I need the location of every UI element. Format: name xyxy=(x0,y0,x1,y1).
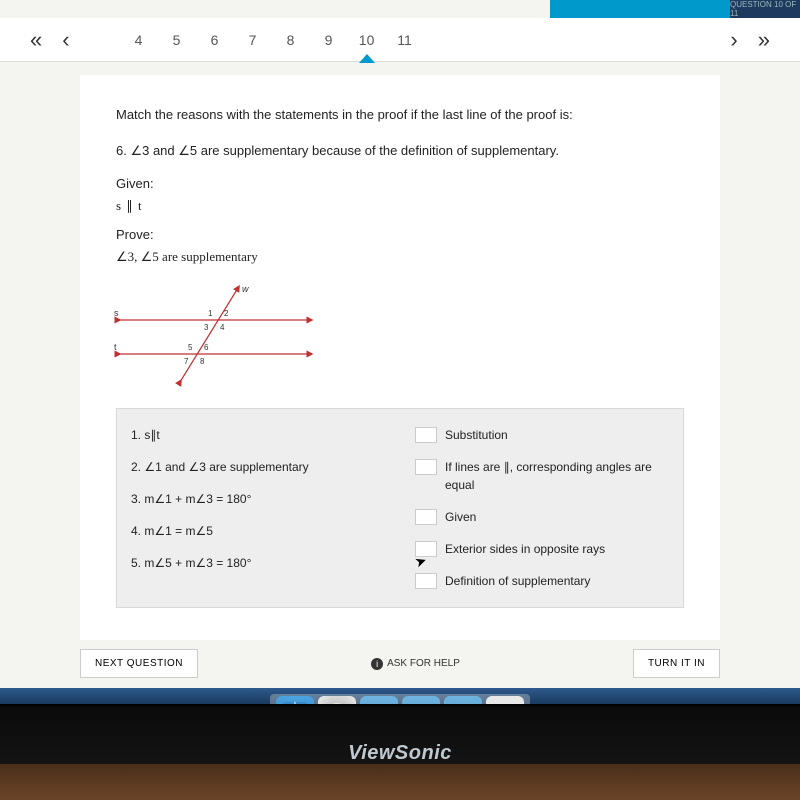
proof-statement: 1. s∥t xyxy=(131,419,385,451)
svg-text:w: w xyxy=(242,284,249,294)
pager-number[interactable]: 7 xyxy=(234,32,272,48)
reason-label[interactable]: If lines are ∥, corresponding angles are… xyxy=(445,458,669,494)
pager-number[interactable]: 10 xyxy=(348,32,386,48)
ask-for-help-link[interactable]: i ASK FOR HELP xyxy=(198,658,633,670)
svg-text:4: 4 xyxy=(220,323,225,332)
statements-column: 1. s∥t2. ∠1 and ∠3 are supplementary3. m… xyxy=(131,419,385,597)
top-bar-cyan xyxy=(550,0,730,18)
svg-text:3: 3 xyxy=(204,323,209,332)
reason-label[interactable]: Definition of supplementary xyxy=(445,572,590,590)
prove-label: Prove: xyxy=(116,225,684,245)
svg-text:s: s xyxy=(114,308,119,318)
question-counter: QUESTION 10 OF 11 xyxy=(730,0,800,18)
svg-text:2: 2 xyxy=(224,309,229,318)
desk-surface xyxy=(0,764,800,800)
pager-next-icon[interactable]: › xyxy=(720,27,747,53)
svg-text:7: 7 xyxy=(184,357,189,366)
proof-statement: 3. m∠1 + m∠3 = 180° xyxy=(131,483,385,515)
screen: QUESTION 10 OF 11 « ‹ 4567891011 › » Mat… xyxy=(0,0,800,690)
next-question-button[interactable]: NEXT QUESTION xyxy=(80,649,198,678)
pager-last-icon[interactable]: » xyxy=(748,27,780,53)
reason-label[interactable]: Exterior sides in opposite rays xyxy=(445,540,605,558)
reason-label[interactable]: Given xyxy=(445,508,476,526)
reason-drop-slot[interactable] xyxy=(415,427,437,443)
pager-number[interactable]: 8 xyxy=(272,32,310,48)
pager-number[interactable]: 4 xyxy=(120,32,158,48)
parallel-lines-diagram: s t w 1 2 3 4 5 6 7 8 xyxy=(110,282,330,392)
svg-text:1: 1 xyxy=(208,309,213,318)
svg-text:t: t xyxy=(114,342,117,352)
pager-numbers: 4567891011 xyxy=(120,32,424,48)
given-value: s ∥ t xyxy=(116,196,684,216)
proof-reason-row: Given xyxy=(415,501,669,533)
reason-drop-slot[interactable] xyxy=(415,459,437,475)
pager-prev-icon[interactable]: ‹ xyxy=(52,27,79,53)
proof-matching-box: 1. s∥t2. ∠1 and ∠3 are supplementary3. m… xyxy=(116,408,684,608)
pager-number[interactable]: 5 xyxy=(158,32,196,48)
instruction-text: Match the reasons with the statements in… xyxy=(116,105,684,125)
proof-last-line: 6. ∠3 and ∠5 are supplementary because o… xyxy=(116,141,684,161)
svg-text:6: 6 xyxy=(204,343,209,352)
pager-number[interactable]: 9 xyxy=(310,32,348,48)
pager-number[interactable]: 6 xyxy=(196,32,234,48)
reason-drop-slot[interactable] xyxy=(415,573,437,589)
proof-reason-row: Substitution xyxy=(415,419,669,451)
bottom-button-bar: NEXT QUESTION i ASK FOR HELP TURN IT IN xyxy=(80,649,720,678)
top-bar: QUESTION 10 OF 11 xyxy=(550,0,800,18)
proof-statement: 5. m∠5 + m∠3 = 180° xyxy=(131,547,385,579)
svg-text:5: 5 xyxy=(188,343,193,352)
reasons-column: Substitution If lines are ∥, correspondin… xyxy=(415,419,669,597)
turn-it-in-button[interactable]: TURN IT IN xyxy=(633,649,720,678)
monitor-brand: ViewSonic xyxy=(348,742,452,765)
proof-reason-row: Definition of supplementary xyxy=(415,565,669,597)
reason-label[interactable]: Substitution xyxy=(445,426,508,444)
monitor: QUESTION 10 OF 11 « ‹ 4567891011 › » Mat… xyxy=(0,0,800,800)
reason-drop-slot[interactable] xyxy=(415,509,437,525)
svg-text:8: 8 xyxy=(200,357,205,366)
proof-statement: 4. m∠1 = m∠5 xyxy=(131,515,385,547)
ask-for-help-label: ASK FOR HELP xyxy=(387,658,460,669)
given-label: Given: xyxy=(116,174,684,194)
question-pager: « ‹ 4567891011 › » xyxy=(0,18,800,62)
proof-reason-row: If lines are ∥, corresponding angles are… xyxy=(415,451,669,501)
prove-value: ∠3, ∠5 are supplementary xyxy=(116,247,684,267)
pager-first-icon[interactable]: « xyxy=(20,27,52,53)
info-icon: i xyxy=(371,658,383,670)
pager-number[interactable]: 11 xyxy=(386,32,424,48)
proof-statement: 2. ∠1 and ∠3 are supplementary xyxy=(131,451,385,483)
question-content: Match the reasons with the statements in… xyxy=(80,75,720,640)
proof-reason-row: Exterior sides in opposite rays xyxy=(415,533,669,565)
